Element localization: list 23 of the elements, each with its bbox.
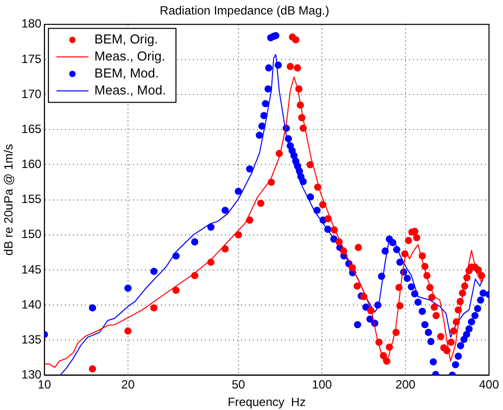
y-tick-label: 135	[21, 332, 42, 346]
y-tick-label: 165	[21, 122, 42, 136]
x-tick-label: 100	[312, 378, 332, 392]
x-tick-label: 400	[478, 378, 500, 392]
y-tick-label: 160	[21, 157, 42, 172]
x-tick-label: 200	[395, 378, 416, 392]
x-tick-label: 10	[38, 378, 52, 392]
legend-label: BEM, Mod.	[94, 65, 159, 80]
chart-title: Radiation Impedance (dB Mag.)	[160, 4, 330, 18]
y-tick-label: 170	[21, 86, 42, 101]
legend-label: Meas., Mod.	[94, 82, 166, 98]
y-tick-label: 150	[21, 227, 42, 242]
x-axis-title: Frequency Hz	[228, 395, 306, 410]
y-axis-title: dB re 20uPa @ 1m/s	[2, 144, 16, 256]
y-tick-label: 180	[21, 16, 42, 31]
x-tick-label: 20	[121, 378, 135, 392]
y-tick-label: 175	[21, 52, 42, 66]
y-tick-label: 145	[21, 262, 42, 276]
legend-label: Meas., Orig.	[94, 48, 166, 64]
x-tick-label: 50	[232, 378, 246, 392]
y-tick-label: 155	[21, 192, 42, 206]
legend-label: BEM, Orig.	[94, 31, 158, 46]
y-tick-label: 140	[21, 297, 42, 312]
